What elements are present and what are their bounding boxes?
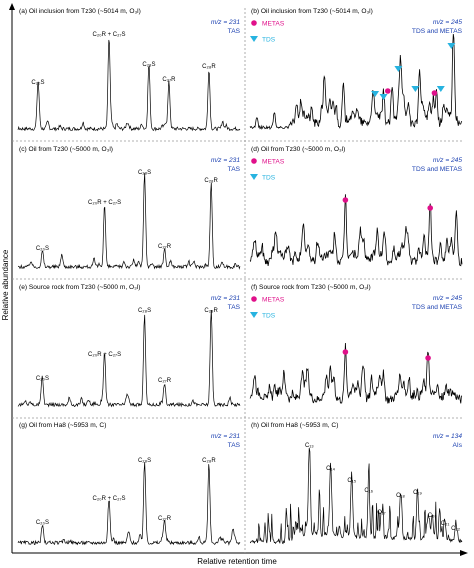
- tds-marker-b-0: [371, 91, 380, 97]
- peak-label-c-1: C₂₀R + C₂₇S: [88, 200, 121, 206]
- peak-label-c-0: C₂₀S: [36, 246, 49, 252]
- tds-marker-b-4: [436, 86, 445, 92]
- peak-label-a-4: C₂₈R: [202, 64, 216, 70]
- panel-title-b: (b) Oil inclusion from Tz30 (~5014 m, O₃…: [251, 8, 373, 15]
- mz-sublabel-g: TAS: [228, 442, 241, 449]
- mz-sublabel-b: TDS and METAS: [412, 28, 463, 35]
- peak-label-h-2: C₁₅: [347, 478, 356, 484]
- trace-line-g: [17, 462, 241, 546]
- peak-label-h-5: C₁₈: [396, 493, 405, 499]
- peak-label-h-4: C₁₇: [377, 510, 385, 516]
- panel-title-d: (d) Oil from Tz30 (~5000 m, O₃l): [251, 146, 345, 153]
- legend-tds-marker-f: [250, 312, 258, 318]
- panel-title-f: (f) Source rock from Tz30 (~5000 m, O₃l): [251, 284, 371, 291]
- peak-label-h-1: C₁₄: [326, 466, 335, 472]
- trace-line-b: [249, 33, 463, 131]
- peak-label-e-3: C₂₇R: [158, 378, 172, 384]
- peak-label-h-3: C₁₆: [364, 488, 373, 494]
- mz-label-d: m/z = 245: [433, 157, 462, 164]
- peak-label-g-0: C₂₀S: [36, 520, 49, 526]
- legend-metas-marker-f: [251, 296, 257, 302]
- trace-line-f: [249, 342, 463, 404]
- mz-sublabel-e: TAS: [228, 304, 241, 311]
- peak-label-c-4: C₂₈R: [204, 178, 218, 184]
- mz-label-g: m/z = 231: [211, 433, 240, 440]
- peak-label-a-2: C₂₈S: [142, 62, 155, 68]
- trace-line-d: [249, 194, 463, 267]
- peak-label-e-1: C₂₀R + C₂₇S: [88, 352, 121, 358]
- peak-label-h-7: C₂₀: [428, 513, 438, 519]
- panel-title-g: (g) Oil from Ha8 (~5953 m, C): [19, 422, 106, 429]
- mz-sublabel-h: AIs: [452, 442, 462, 449]
- peak-label-g-3: C₂₇R: [158, 516, 172, 522]
- legend-metas-label-d: METAS: [262, 159, 285, 166]
- peak-label-a-3: C₂₇R: [162, 77, 176, 83]
- legend-tds-label-b: TDS: [262, 37, 276, 44]
- trace-line-h: [249, 447, 463, 545]
- legend-tds-label-d: TDS: [262, 175, 276, 182]
- panel-title-a: (a) Oil inclusion from Tz30 (~5014 m, O₃…: [19, 8, 141, 15]
- peak-label-h-0: C₁₃: [305, 443, 314, 449]
- mz-sublabel-a: TAS: [228, 28, 241, 35]
- peak-label-e-0: C₂₀S: [36, 376, 49, 382]
- legend-metas-marker-b: [251, 20, 257, 26]
- metas-marker-d-1: [427, 205, 434, 211]
- legend-tds-label-f: TDS: [262, 313, 276, 320]
- mz-label-c: m/z = 231: [211, 157, 240, 164]
- mz-label-b: m/z = 245: [433, 19, 462, 26]
- legend-tds-marker-d: [250, 174, 258, 180]
- peak-label-e-2: C₂₈S: [138, 308, 151, 314]
- mz-label-a: m/z = 231: [211, 19, 240, 26]
- peak-label-g-2: C₂₈S: [138, 458, 151, 464]
- peak-label-c-2: C₂₈S: [138, 170, 151, 176]
- trace-line-a: [17, 39, 241, 132]
- tds-marker-b-2: [394, 66, 403, 72]
- metas-marker-b-0: [385, 88, 391, 94]
- panel-title-h: (h) Oil from Ha8 (~5953 m, C): [251, 422, 338, 429]
- trace-line-c: [17, 172, 241, 270]
- y-axis-arrow: [9, 3, 15, 10]
- panel-title-e: (e) Source rock from Tz30 (~5000 m, O₃l): [19, 284, 140, 291]
- mz-sublabel-d: TDS and METAS: [412, 166, 463, 173]
- mz-sublabel-f: TDS and METAS: [412, 304, 463, 311]
- tds-marker-b-5: [447, 43, 456, 49]
- peak-label-a-0: C₂₀S: [31, 80, 44, 86]
- peak-label-g-4: C₂₈R: [202, 458, 216, 464]
- metas-marker-b-1: [431, 90, 438, 96]
- metas-marker-f-1: [425, 355, 431, 361]
- peak-label-c-3: C₂₇R: [158, 244, 172, 250]
- peak-label-h-9: C₂₂: [451, 526, 461, 532]
- mz-label-h: m/z = 134: [433, 433, 462, 440]
- panels-group: (a) Oil inclusion from Tz30 (~5014 m, O₃…: [17, 8, 463, 546]
- metas-marker-d-0: [342, 197, 349, 203]
- peak-label-e-4: C₂₈R: [204, 308, 218, 314]
- x-axis-arrow: [460, 550, 468, 556]
- y-axis-label: Relative abundance: [1, 249, 10, 320]
- trace-line-e: [17, 309, 241, 408]
- tds-marker-b-1: [379, 94, 388, 100]
- mz-sublabel-c: TAS: [228, 166, 241, 173]
- legend-tds-marker-b: [250, 36, 258, 42]
- metas-marker-f-0: [342, 349, 349, 355]
- peak-label-a-1: C₂₀R + C₂₇S: [92, 32, 125, 38]
- mz-label-e: m/z = 231: [211, 295, 240, 302]
- x-axis-label: Relative retention time: [197, 557, 277, 566]
- peak-label-g-1: C₂₀R + C₂₇S: [92, 496, 125, 502]
- peak-label-h-6: C₁₉: [413, 490, 422, 496]
- legend-metas-label-b: METAS: [262, 21, 285, 28]
- panel-title-c: (c) Oil from Tz30 (~5000 m, O₃l): [19, 146, 113, 153]
- tds-marker-b-3: [411, 86, 420, 92]
- mz-label-f: m/z = 245: [433, 295, 462, 302]
- legend-metas-label-f: METAS: [262, 297, 285, 304]
- peak-label-h-8: C₂₁: [441, 521, 450, 527]
- legend-metas-marker-d: [251, 158, 257, 164]
